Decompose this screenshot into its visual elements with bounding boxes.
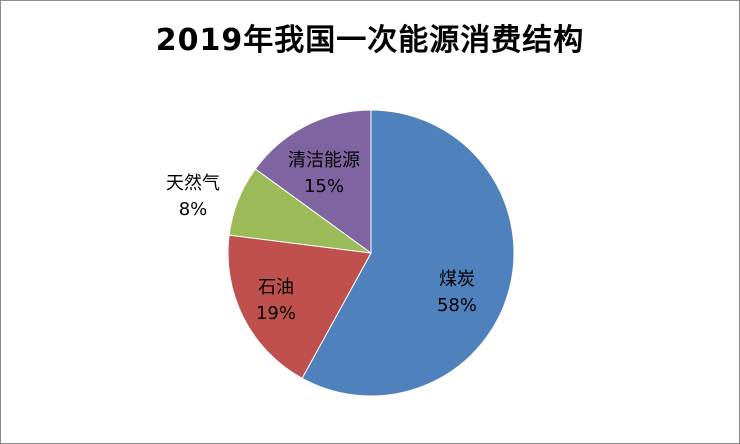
slice-name-label: 石油 [258, 277, 294, 298]
pie-slice-2 [227, 234, 372, 379]
pie-slice-1 [301, 109, 515, 397]
slice-name-label: 清洁能源 [288, 150, 360, 171]
slice-percent-label: 15% [304, 176, 344, 197]
slice-percent-label: 19% [256, 303, 296, 324]
slice-name-label: 天然气 [166, 173, 220, 194]
chart-title: 2019年我国一次能源消费结构 [155, 23, 585, 58]
slice-percent-label: 8% [179, 199, 208, 220]
slice-percent-label: 58% [437, 295, 477, 316]
slice-name-label: 煤炭 [439, 269, 475, 290]
pie-slice-4 [254, 109, 372, 254]
